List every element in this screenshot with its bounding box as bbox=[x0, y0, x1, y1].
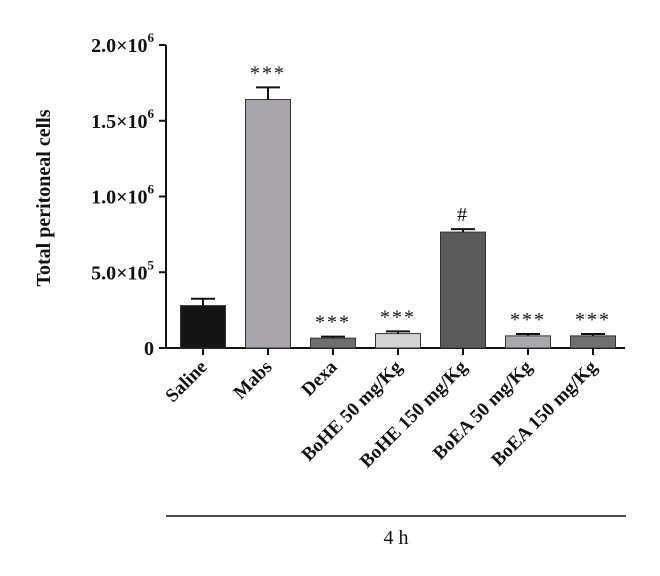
bar bbox=[245, 99, 291, 349]
significance-label: *** bbox=[380, 306, 416, 328]
x-tick-label: Dexa bbox=[298, 356, 342, 400]
significance-label: *** bbox=[315, 312, 351, 334]
bar bbox=[375, 333, 421, 349]
bar bbox=[310, 337, 356, 349]
y-tick-label: 0 bbox=[144, 338, 154, 360]
bar bbox=[570, 335, 616, 349]
y-tick-label: 2.0×106 bbox=[91, 30, 154, 57]
x-tick-label: Saline bbox=[162, 357, 212, 407]
bar bbox=[440, 231, 486, 349]
significance-label: # bbox=[457, 204, 469, 226]
y-ticks: 0 5.0×105 1.0×106 1.5×106 2.0×106 bbox=[91, 30, 166, 360]
bar bbox=[180, 305, 226, 349]
group-label: 4 h bbox=[384, 527, 409, 549]
y-tick-label: 1.5×106 bbox=[91, 106, 154, 133]
significance-label: *** bbox=[250, 62, 286, 84]
bar bbox=[505, 335, 551, 349]
bars: *** *** *** # *** *** bbox=[180, 62, 616, 349]
x-tick-label: Mabs bbox=[230, 357, 277, 404]
y-tick-label: 1.0×106 bbox=[91, 182, 154, 209]
significance-label: *** bbox=[510, 309, 546, 331]
y-axis-title: Total peritoneal cells bbox=[33, 109, 55, 286]
y-tick-label: 5.0×105 bbox=[91, 257, 154, 284]
group-bracket: 4 h bbox=[166, 515, 626, 549]
significance-label: *** bbox=[575, 309, 611, 331]
axes bbox=[165, 45, 625, 349]
